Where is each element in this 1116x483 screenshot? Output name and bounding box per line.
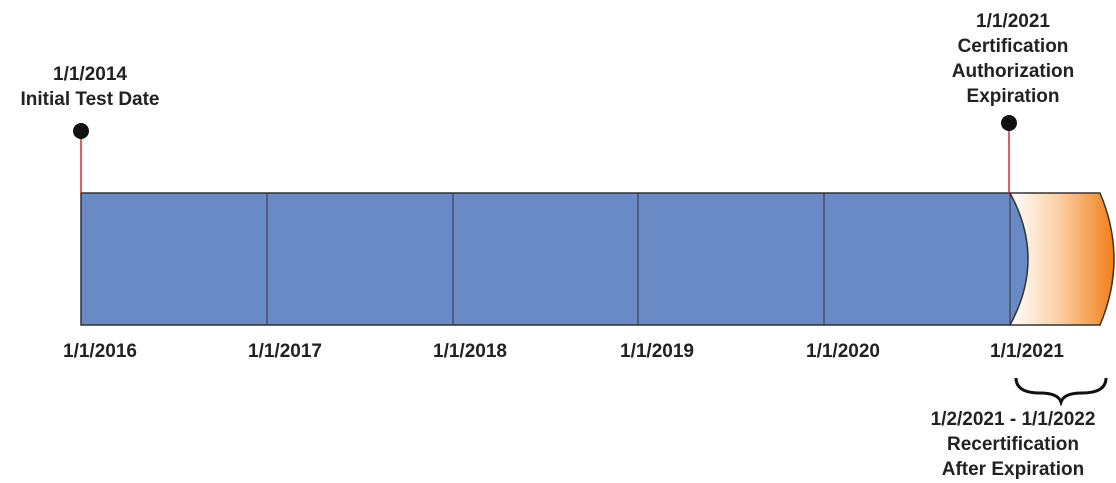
marker-dot xyxy=(1001,115,1017,131)
axis-label: 1/1/2020 xyxy=(806,341,880,362)
marker-label: Authorization xyxy=(952,61,1074,82)
axis-label: 1/1/2018 xyxy=(433,341,507,362)
year-dividers xyxy=(266,193,1011,325)
marker-label: Certification xyxy=(958,36,1069,57)
timeline-bar xyxy=(80,192,1029,326)
axis-label: 1/1/2021 xyxy=(990,341,1064,362)
recertification-label: Recertification xyxy=(947,434,1079,455)
labels: 1/1/2014 Initial Test Date 1/1/2021 Certifi… xyxy=(20,11,1095,480)
marker-label: Expiration xyxy=(967,86,1060,107)
marker-label: 1/1/2021 xyxy=(976,11,1050,32)
recertification-label: 1/2/2021 - 1/1/2022 xyxy=(931,409,1096,430)
recertification-label: After Expiration xyxy=(942,459,1085,480)
marker-label: 1/1/2014 xyxy=(53,64,127,85)
brace xyxy=(1014,377,1108,407)
axis-label: 1/1/2016 xyxy=(63,341,137,362)
axis-label: 1/1/2019 xyxy=(620,341,694,362)
marker-label: Initial Test Date xyxy=(20,89,159,110)
marker-dot xyxy=(73,123,89,139)
axis-label: 1/1/2017 xyxy=(248,341,322,362)
